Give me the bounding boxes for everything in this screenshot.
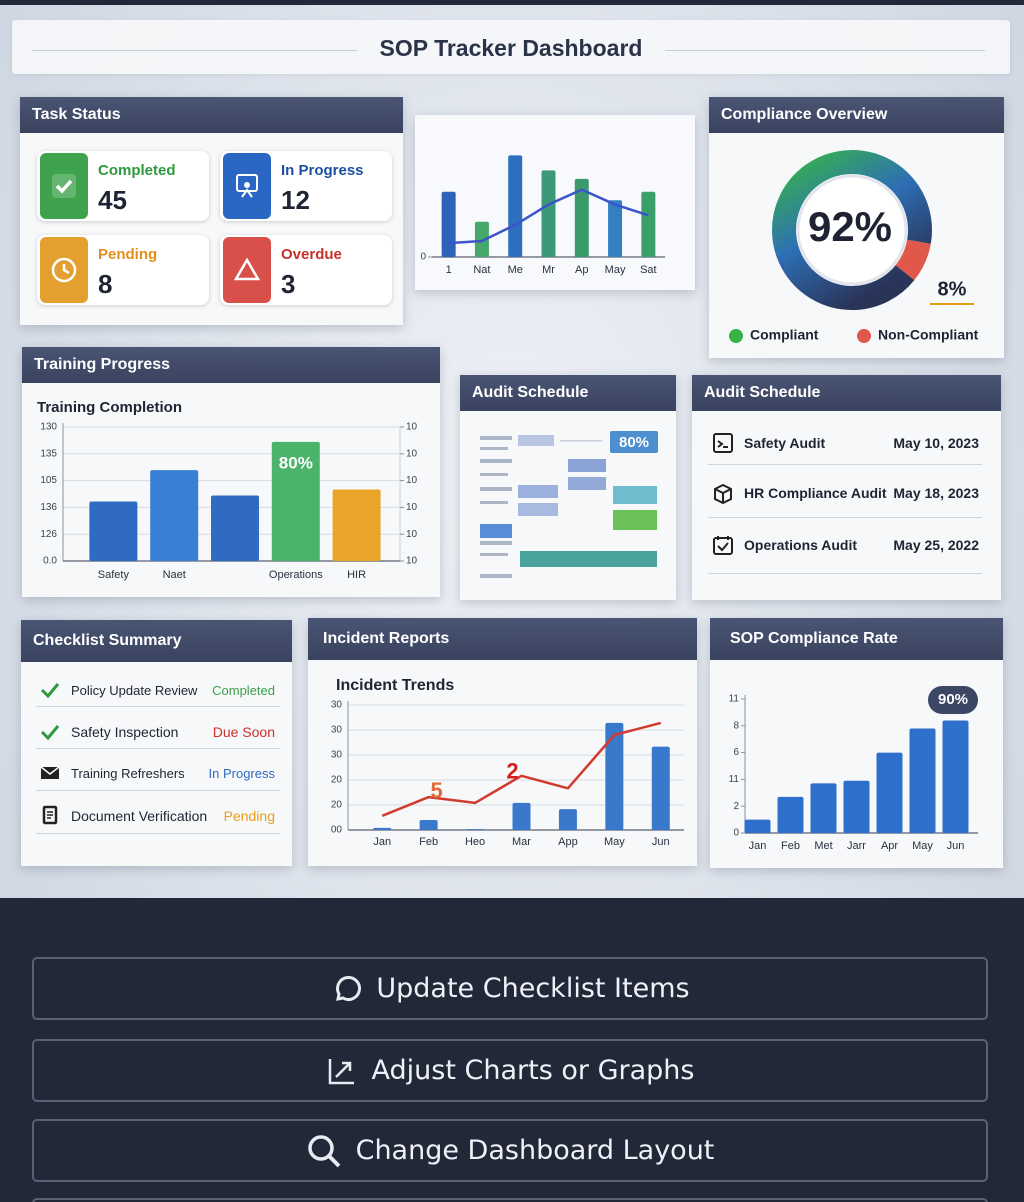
button-label: Change Dashboard Layout (355, 1135, 715, 1166)
action-button[interactable]: Update Checklist Items (32, 957, 988, 1020)
audit-date: May 18, 2023 (893, 485, 979, 501)
status-card: Completed 45 (37, 151, 209, 221)
check-icon (40, 725, 60, 741)
incident-panel: Incident Reports (308, 618, 697, 866)
top-bar (0, 0, 1024, 5)
status-card: In Progress 12 (220, 151, 392, 221)
action-button[interactable]: Change Dashboard Layout (32, 1119, 988, 1182)
checklist-status: In Progress (208, 766, 275, 781)
audit-icon (714, 483, 732, 504)
checklist-task: Document Verification (71, 808, 208, 824)
separator (708, 573, 982, 574)
badge: 80% (619, 434, 649, 451)
button-icon (307, 1134, 341, 1167)
audit-name: Safety Audit (744, 435, 826, 451)
status-count: 12 (281, 185, 310, 215)
audit-name: Operations Audit (744, 537, 858, 553)
status-label: Overdue (281, 246, 342, 263)
panel-title: Audit Schedule (692, 375, 1001, 411)
status-label: Pending (98, 246, 158, 263)
compliance-panel: Compliance Overview (709, 97, 1004, 358)
button-icon (336, 975, 362, 1001)
action-button[interactable] (32, 1198, 988, 1202)
sop-rate-panel: SOP Compliance Rate (710, 618, 1003, 868)
panel-title: Training Progress (22, 347, 440, 383)
mail-icon (40, 766, 60, 779)
checklist-task: Training Refreshers (71, 766, 185, 781)
audit-icon (713, 433, 733, 453)
task-status-panel: Task Status Completed 45 In Progress 12 … (20, 97, 403, 325)
status-card: Pending 8 (37, 235, 209, 305)
header-rule (32, 50, 357, 51)
separator (36, 748, 280, 749)
status-count: 45 (98, 185, 127, 215)
audit-schedule-panel: Audit Schedule Safety Audit May 10, 2023… (692, 375, 1001, 600)
mini-chart-card (415, 115, 695, 290)
separator (708, 517, 982, 518)
audit-graphic: 80% (480, 431, 658, 578)
status-count: 8 (98, 269, 113, 299)
check-icon (40, 683, 60, 699)
checklist-task: Policy Update Review (71, 683, 198, 698)
audit-date: May 25, 2022 (893, 537, 979, 553)
status-count: 3 (281, 269, 296, 299)
checklist-panel: Checklist Summary Policy Update Review C… (21, 620, 292, 866)
header-rule (665, 50, 985, 51)
header: SOP Tracker Dashboard (12, 20, 1010, 74)
separator (36, 706, 280, 707)
separator (708, 464, 982, 465)
panel-title: Compliance Overview (709, 97, 1004, 133)
panel-title: Audit Schedule (460, 375, 676, 411)
status-icon (223, 237, 271, 303)
button-icon (328, 1058, 354, 1084)
document-icon (42, 805, 58, 825)
audit-date: May 10, 2023 (893, 435, 979, 451)
checklist-status: Completed (212, 683, 275, 698)
panel-title: Incident Reports (308, 618, 697, 660)
audit-name: HR Compliance Audit (744, 485, 887, 501)
checklist-status: Pending (223, 808, 275, 824)
panel-title: SOP Compliance Rate (710, 618, 1003, 660)
checklist-task: Safety Inspection (71, 724, 179, 740)
audit-icon (713, 536, 733, 555)
separator (36, 790, 280, 791)
panel-title: Checklist Summary (21, 620, 292, 662)
checklist-status: Due Soon (212, 724, 275, 740)
action-button[interactable]: Adjust Charts or Graphs (32, 1039, 988, 1102)
status-icon (40, 153, 88, 219)
status-icon (40, 237, 88, 303)
panel-title: Task Status (20, 97, 403, 133)
page-title: SOP Tracker Dashboard (379, 35, 643, 61)
status-label: In Progress (281, 162, 364, 179)
training-panel: Training Progress (22, 347, 440, 597)
button-label: Adjust Charts or Graphs (371, 1055, 695, 1086)
status-icon (223, 153, 271, 219)
status-card: Overdue 3 (220, 235, 392, 305)
separator (36, 833, 280, 834)
audit-graphic-panel: Audit Schedule 80% (460, 375, 676, 600)
status-label: Completed (98, 162, 176, 179)
button-label: Update Checklist Items (376, 973, 690, 1004)
action-area (0, 898, 1024, 1202)
